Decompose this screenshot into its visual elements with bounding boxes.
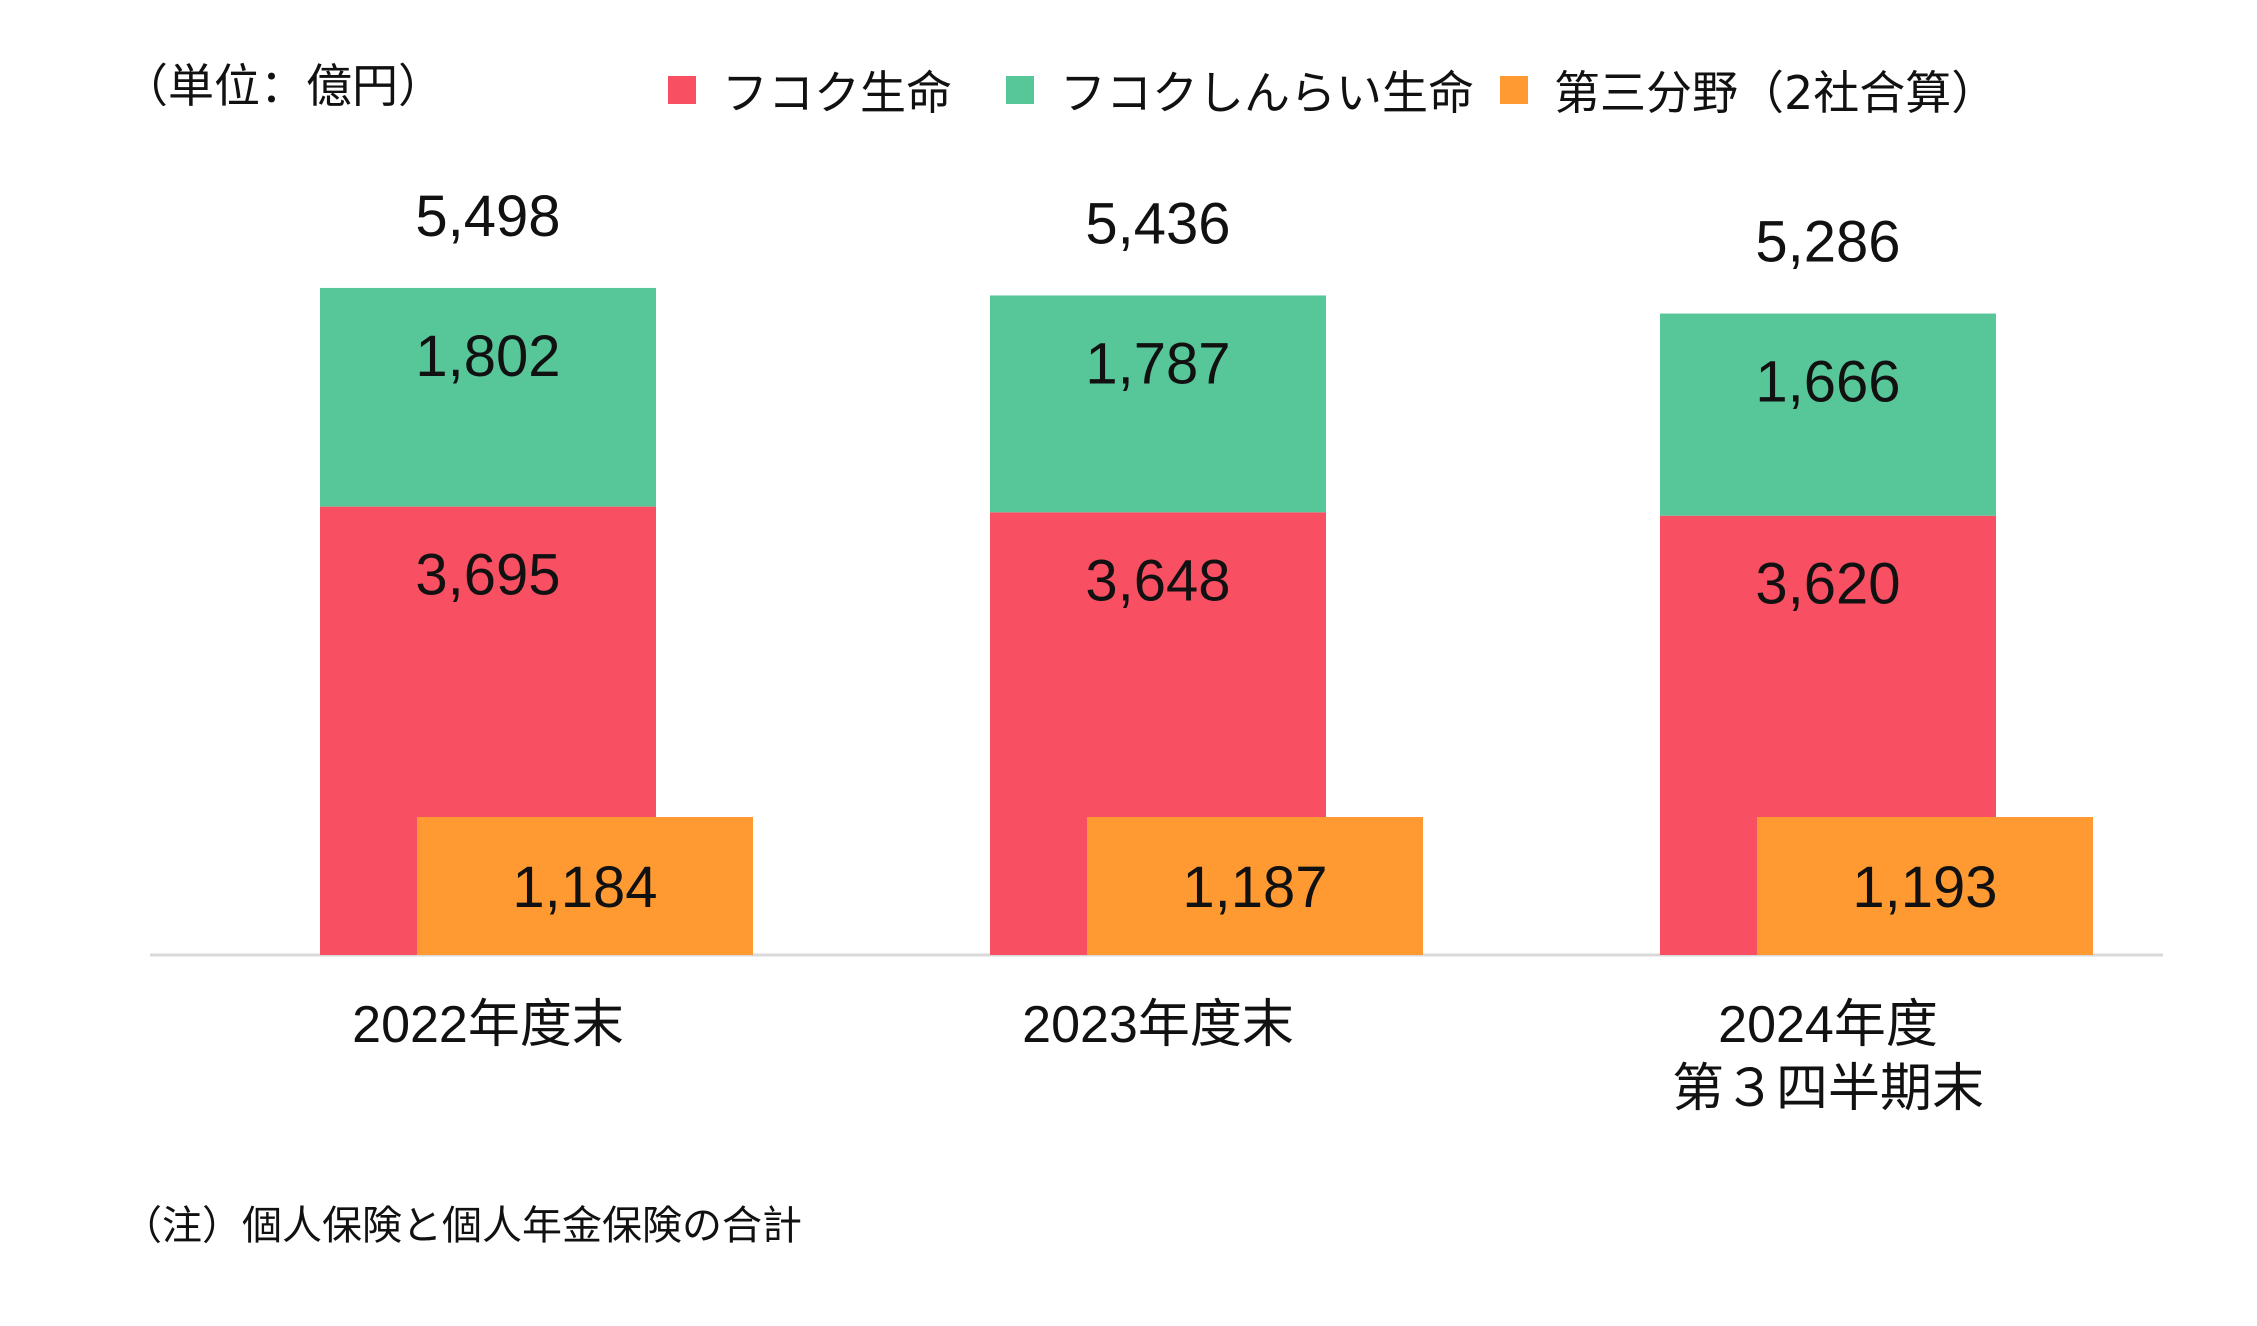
legend-swatch-fukoku <box>668 76 696 104</box>
legend-item-third-sector: 第三分野（2社合算） <box>1500 62 1997 120</box>
category-label-0-0: 2022年度末 <box>352 996 624 1054</box>
legend-label-shinrai: フコクしんらい生命 <box>1060 66 1474 120</box>
overlay-bar-0 <box>417 817 753 955</box>
legend-item-fukoku: フコク生命 <box>668 62 952 120</box>
data-label-1-1: 1,787 <box>1085 331 1230 396</box>
bar-segment-1-1 <box>990 295 1326 513</box>
legend-label-third-sector: 第三分野（2社合算） <box>1554 66 1998 120</box>
category-label-2-0: 2024年度 <box>1718 996 1938 1054</box>
legend-label-fukoku: フコク生命 <box>722 66 952 120</box>
legend-item-shinrai: フコクしんらい生命 <box>1006 62 1474 120</box>
overlay-bar-2 <box>1757 817 2093 955</box>
total-label-1: 5,436 <box>1085 191 1230 256</box>
data-label-1-0: 1,802 <box>415 324 560 389</box>
overlay-label-0: 1,184 <box>512 855 657 920</box>
overlay-bar-1 <box>1087 817 1423 955</box>
data-label-0-2: 3,620 <box>1755 552 1900 617</box>
legend-swatch-third-sector <box>1500 76 1528 104</box>
bar-segment-1-0 <box>320 287 656 507</box>
bar-segment-1-2 <box>1660 313 1996 516</box>
data-label-1-2: 1,666 <box>1755 350 1900 415</box>
data-label-0-0: 3,695 <box>415 543 560 608</box>
overlay-label-1: 1,187 <box>1182 855 1327 920</box>
unit-label: （単位：億円） <box>122 59 444 113</box>
footnote: （注）個人保険と個人年金保険の合計 <box>122 1203 802 1249</box>
category-label-2-1: 第３四半期末 <box>1672 1060 1984 1118</box>
overlay-label-2: 1,193 <box>1852 855 1997 920</box>
total-label-2: 5,286 <box>1755 210 1900 275</box>
data-label-0-1: 3,648 <box>1085 548 1230 613</box>
total-label-0: 5,498 <box>415 184 560 249</box>
category-label-1-0: 2023年度末 <box>1022 996 1294 1054</box>
legend-swatch-shinrai <box>1006 76 1034 104</box>
